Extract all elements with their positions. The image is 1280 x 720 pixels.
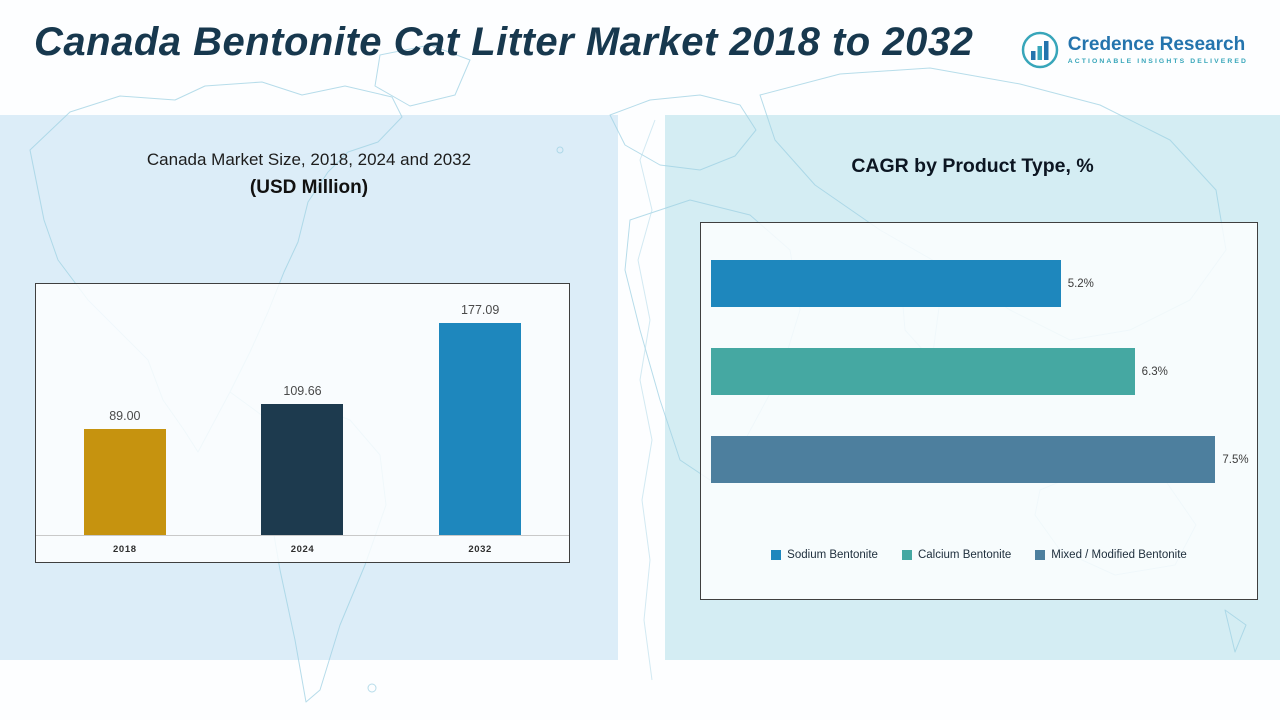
bar-calcium-bentonite [711,348,1135,395]
x-tick-2024: 2024 [290,544,315,555]
market-size-chart: 89.00 109.66 177.09 2018 2024 2032 [35,283,570,563]
x-axis-line [36,535,569,536]
legend-label: Mixed / Modified Bentonite [1051,549,1187,561]
bar-value-label: 7.5% [1222,453,1249,466]
legend-item-sodium-bentonite: Sodium Bentonite [771,549,878,561]
bar-value-label: 6.3% [1141,365,1168,378]
brand-tagline: Actionable Insights Delivered [1067,57,1248,65]
bar-value-label: 89.00 [109,408,141,423]
cagr-chart: 5.2% 6.3% 7.5% Sodium Bentonite [700,222,1258,600]
x-tick-2018: 2018 [113,544,137,555]
bar-2032 [439,323,522,535]
bar-value-label: 177.09 [461,303,500,318]
bar-value-label: 109.66 [283,383,322,398]
bar-row-mixed-modified-bentonite: 7.5% [711,436,1249,483]
bar-value-label: 5.2% [1067,277,1094,290]
bar-2018 [83,428,166,535]
brand-name: Credence Research [1067,34,1246,56]
left-chart-title: Canada Market Size, 2018, 2024 and 2032 [146,150,472,169]
x-tick-2032: 2032 [468,544,492,555]
left-chart-subtitle: (USD Million) [249,177,369,198]
x-axis-labels: 2018 2024 2032 [36,544,569,555]
legend-swatch-icon [901,550,912,560]
bar-chart-logo-icon [1021,31,1059,69]
legend-item-mixed-modified-bentonite: Mixed / Modified Bentonite [1035,549,1187,561]
bar-2024 [261,403,344,535]
cagr-legend: Sodium Bentonite Calcium Bentonite Mixed… [701,549,1257,561]
bar-group-2018: 89.00 [36,296,214,535]
bar-row-calcium-bentonite: 6.3% [711,348,1249,395]
brand-text: Credence Research Actionable Insights De… [1067,34,1248,65]
legend-item-calcium-bentonite: Calcium Bentonite [901,549,1012,561]
legend-label: Sodium Bentonite [787,549,878,561]
bar-group-2024: 109.66 [214,296,392,535]
market-size-plot-area: 89.00 109.66 177.09 [36,296,569,535]
legend-swatch-icon [1035,550,1046,560]
legend-swatch-icon [771,550,782,560]
cagr-chart-title: CAGR by Product Type, % [851,155,1094,177]
page-title: Canada Bentonite Cat Litter Market 2018 … [34,20,974,64]
cagr-plot-area: 5.2% 6.3% 7.5% [711,260,1249,524]
legend-label: Calcium Bentonite [917,549,1012,561]
bar-sodium-bentonite [711,260,1061,307]
brand-logo: Credence Research Actionable Insights De… [1020,30,1248,70]
bar-group-2032: 177.09 [391,296,569,535]
bar-row-sodium-bentonite: 5.2% [711,260,1249,307]
bar-mixed-modified-bentonite [711,436,1216,483]
